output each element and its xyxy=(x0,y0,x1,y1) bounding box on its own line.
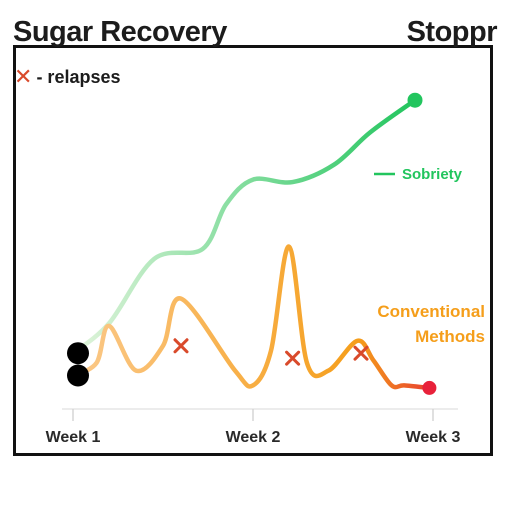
conventional-start-point xyxy=(67,364,89,387)
x-axis: Week 1 Week 2 Week 3 xyxy=(46,408,461,446)
series-layer: Sobriety Conventional Methods xyxy=(70,97,485,391)
relapse-marker xyxy=(173,338,189,354)
marker-layer xyxy=(67,92,437,395)
conventional-series-label: Conventional xyxy=(377,302,485,321)
series-line-sobriety xyxy=(70,97,418,356)
relapse-x-icon: ✕ xyxy=(14,64,33,89)
series-line-conventional xyxy=(70,244,432,391)
sobriety-end-point xyxy=(407,92,423,108)
chart-title: Sugar Recovery xyxy=(13,16,227,48)
conventional-end-point xyxy=(422,380,437,395)
x-tick-label: Week 2 xyxy=(226,429,281,446)
conventional-series-label: Methods xyxy=(415,327,485,346)
sobriety-start-point xyxy=(67,342,89,365)
relapse-legend-label: - relapses xyxy=(36,66,121,87)
relapse-marker xyxy=(285,350,301,366)
brand-logo-text: Stoppr xyxy=(406,16,498,48)
x-tick-label: Week 1 xyxy=(46,429,101,446)
relapse-marker xyxy=(353,345,369,361)
relapse-legend: ✕ - relapses xyxy=(14,66,121,88)
sobriety-series-label: Sobriety xyxy=(402,166,463,183)
x-tick-label: Week 3 xyxy=(406,429,461,446)
